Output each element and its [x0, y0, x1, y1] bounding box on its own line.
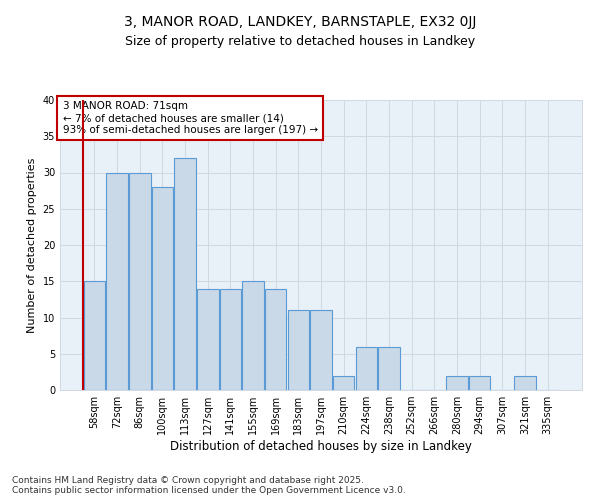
Bar — [469, 376, 490, 390]
Text: 3 MANOR ROAD: 71sqm
← 7% of detached houses are smaller (14)
93% of semi-detache: 3 MANOR ROAD: 71sqm ← 7% of detached hou… — [62, 102, 318, 134]
Bar — [356, 346, 377, 390]
Bar — [84, 281, 105, 390]
Bar — [106, 172, 128, 390]
Text: Contains HM Land Registry data © Crown copyright and database right 2025.
Contai: Contains HM Land Registry data © Crown c… — [12, 476, 406, 495]
Text: 3, MANOR ROAD, LANDKEY, BARNSTAPLE, EX32 0JJ: 3, MANOR ROAD, LANDKEY, BARNSTAPLE, EX32… — [124, 15, 476, 29]
Y-axis label: Number of detached properties: Number of detached properties — [27, 158, 37, 332]
Bar — [152, 187, 173, 390]
Bar — [378, 346, 400, 390]
X-axis label: Distribution of detached houses by size in Landkey: Distribution of detached houses by size … — [170, 440, 472, 453]
Bar — [287, 310, 309, 390]
Bar — [220, 288, 241, 390]
Bar — [514, 376, 536, 390]
Bar — [175, 158, 196, 390]
Bar — [129, 172, 151, 390]
Bar — [265, 288, 286, 390]
Bar — [310, 310, 332, 390]
Bar — [197, 288, 218, 390]
Bar — [242, 281, 264, 390]
Bar — [333, 376, 355, 390]
Text: Size of property relative to detached houses in Landkey: Size of property relative to detached ho… — [125, 35, 475, 48]
Bar — [446, 376, 467, 390]
